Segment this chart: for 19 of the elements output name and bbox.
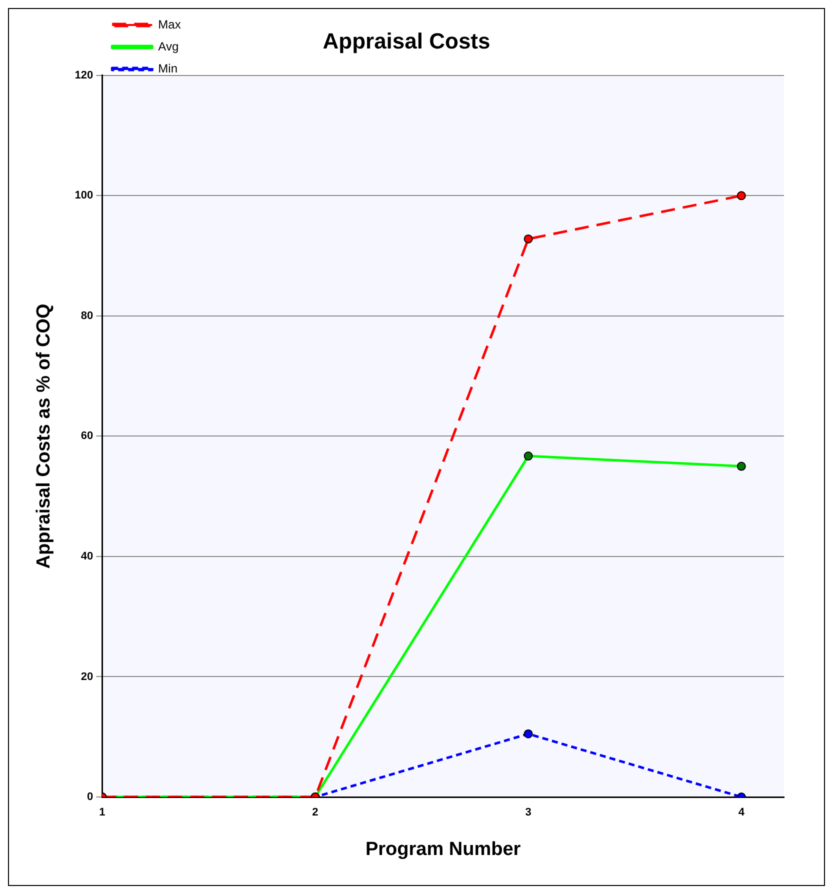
- x-tick-label: 2: [312, 806, 318, 819]
- point: [524, 234, 533, 244]
- y-tick-label: 40: [80, 550, 94, 562]
- y-tick-label: 0: [87, 791, 94, 804]
- x-axis-title: Program Number: [365, 838, 522, 860]
- y-tick-label: 120: [74, 69, 94, 82]
- legend-label: Min: [158, 61, 178, 76]
- legend-label: Max: [158, 17, 181, 32]
- point: [736, 191, 746, 200]
- x-tick-label: 4: [738, 806, 746, 819]
- y-tick-label: 100: [74, 190, 94, 202]
- x-tick-label: 3: [525, 806, 532, 819]
- y-tick-label: 20: [80, 670, 94, 683]
- y-tick-label: 60: [80, 430, 94, 442]
- chart-title: Appraisal Costs: [322, 28, 490, 54]
- y-axis-title: Appraisal Costs as % of COQ: [34, 304, 55, 569]
- y-tick-label: 80: [80, 310, 94, 322]
- legend-label: Avg: [158, 39, 179, 54]
- x-tick-label: 1: [99, 806, 106, 819]
